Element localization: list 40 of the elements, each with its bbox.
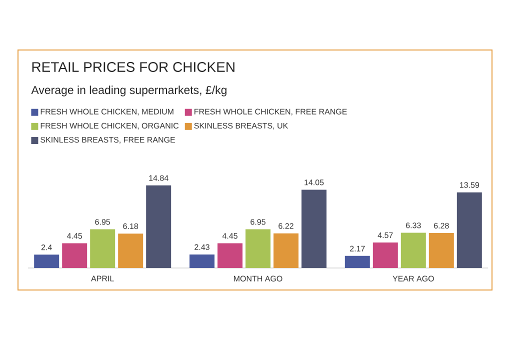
data-label: 6.95	[95, 219, 110, 225]
data-label: 6.33	[406, 222, 421, 228]
bar	[372, 242, 398, 268]
legend-label: SKINLESS BREASTS, UK	[194, 122, 288, 130]
data-label: 4.45	[67, 233, 82, 239]
data-label: 4.57	[378, 232, 393, 238]
x-tick-label: APRIL	[91, 276, 114, 282]
data-label: 2.17	[350, 246, 365, 252]
bar	[274, 233, 298, 268]
bar	[90, 229, 116, 268]
bar	[62, 243, 88, 268]
bar	[218, 243, 242, 268]
bar	[400, 232, 426, 268]
data-label: 14.84	[149, 175, 168, 181]
x-tick-label: MONTH AGO	[234, 276, 282, 282]
data-label: 2.43	[194, 244, 210, 250]
data-label: 2.4	[41, 244, 52, 250]
bar	[344, 256, 370, 268]
bar	[456, 192, 482, 268]
bar	[190, 254, 214, 268]
data-label: 6.28	[434, 222, 449, 229]
x-tick-label: YEAR AGO	[392, 276, 434, 282]
bar	[146, 185, 172, 268]
bar	[428, 233, 454, 268]
bar	[246, 229, 270, 268]
data-label: 13.59	[460, 182, 480, 188]
legend-label: FRESH WHOLE CHICKEN, MEDIUM	[40, 108, 174, 116]
data-label: 4.45	[222, 233, 238, 239]
chart-subtitle: Average in leading supermarkets, £/kg	[31, 86, 226, 96]
data-label: 6.22	[278, 223, 294, 229]
bar	[118, 234, 144, 268]
data-label: 6.95	[250, 219, 266, 225]
chart-title: RETAIL PRICES FOR CHICKEN	[32, 62, 234, 72]
data-label: 6.18	[123, 223, 138, 230]
data-label: 14.05	[304, 180, 324, 186]
legend-label: FRESH WHOLE CHICKEN, ORGANIC	[40, 122, 179, 130]
bar	[34, 254, 60, 268]
bar	[302, 190, 326, 268]
legend-label: FRESH WHOLE CHICKEN, FREE RANGE	[194, 108, 347, 116]
legend-label: SKINLESS BREASTS, FREE RANGE	[40, 136, 175, 144]
